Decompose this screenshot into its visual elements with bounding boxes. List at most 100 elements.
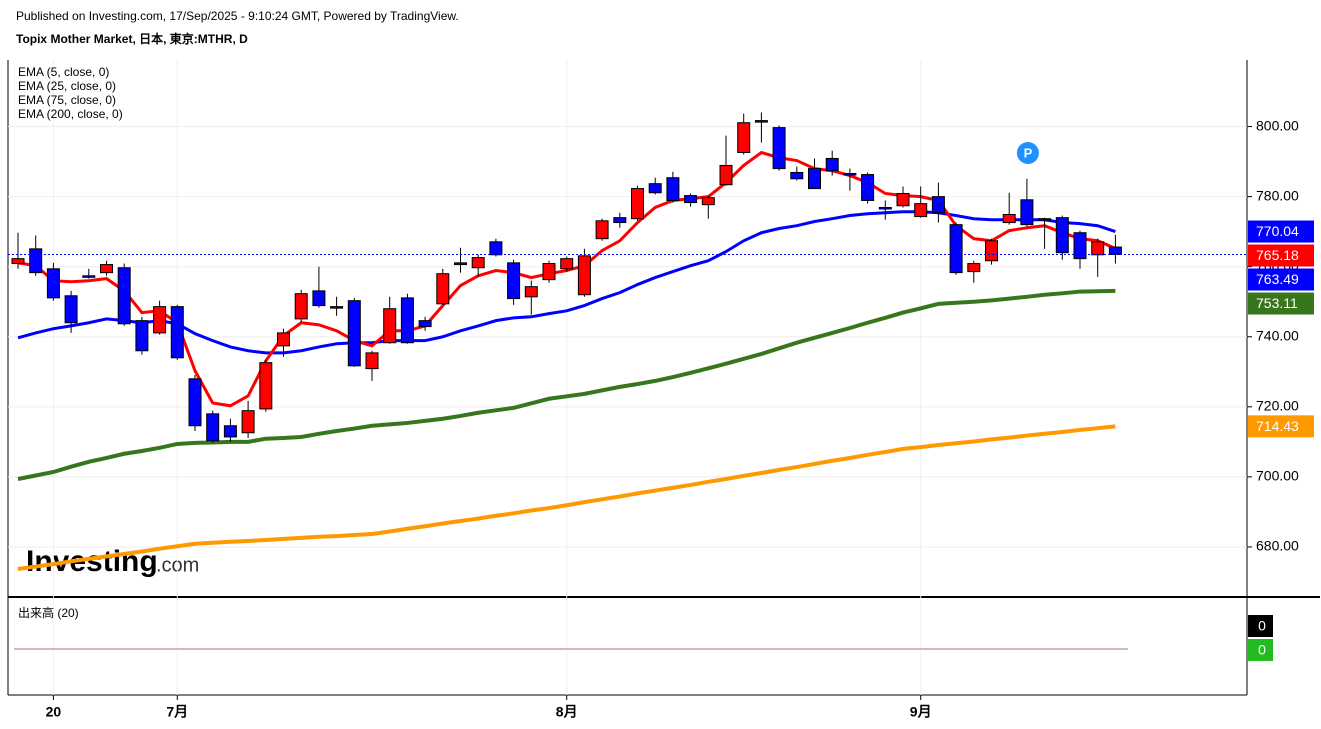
candle-body xyxy=(454,262,467,266)
x-tick-label: 9月 xyxy=(910,704,932,720)
candle-body xyxy=(1055,217,1069,254)
price-label: 763.49 xyxy=(1256,271,1299,287)
candle-body xyxy=(1002,213,1016,224)
candle-body xyxy=(259,362,273,410)
plot-area xyxy=(8,60,1247,695)
candle-body xyxy=(524,286,538,298)
price-label: 714.43 xyxy=(1256,418,1299,434)
candle-body xyxy=(737,122,751,153)
candle-body xyxy=(170,306,184,359)
y-tick-label: 700.00 xyxy=(1256,468,1299,484)
candle-body xyxy=(896,192,910,207)
candle-body xyxy=(188,378,202,427)
logo: Investing xyxy=(26,545,158,578)
candle-body xyxy=(153,306,167,334)
y-tick-label: 780.00 xyxy=(1256,187,1299,203)
y-tick-label: 740.00 xyxy=(1256,327,1299,343)
legend-entry: EMA (200, close, 0) xyxy=(18,107,123,121)
candle-body xyxy=(666,177,680,201)
candle-body xyxy=(861,174,875,201)
candle-body xyxy=(790,171,804,180)
candle-body xyxy=(64,295,78,324)
candle-body xyxy=(949,224,963,274)
candle-body xyxy=(914,203,928,218)
candle-body xyxy=(100,264,113,274)
candle-body xyxy=(1073,232,1087,260)
ema-line xyxy=(17,424,1116,572)
candle-body xyxy=(1020,199,1034,226)
candle-body xyxy=(400,297,414,344)
candle-body xyxy=(347,300,361,367)
candle-body xyxy=(684,195,698,204)
candle-body xyxy=(82,275,96,278)
candle-body xyxy=(808,168,821,190)
price-label-bg xyxy=(1248,244,1314,267)
candle-body xyxy=(648,183,662,194)
candle-body xyxy=(135,320,149,352)
candle-body xyxy=(931,196,945,214)
price-label-bg xyxy=(1248,268,1314,291)
candle-body xyxy=(365,352,379,370)
candle-body xyxy=(383,308,397,344)
candle-body xyxy=(1108,246,1122,255)
x-tick-label: 8月 xyxy=(556,704,578,720)
candle-body xyxy=(878,206,892,210)
candle-body xyxy=(223,425,237,438)
legend-entry: EMA (25, close, 0) xyxy=(18,79,116,93)
candle-body xyxy=(418,320,432,328)
candle-body xyxy=(29,248,43,274)
candle-body xyxy=(542,263,556,281)
x-tick-label: 7月 xyxy=(166,704,188,720)
x-tick-label: 20 xyxy=(46,704,62,720)
volume-label: 0 xyxy=(1258,642,1266,658)
candle-body xyxy=(489,241,503,256)
candle-body xyxy=(967,263,981,273)
marker-badge xyxy=(1016,142,1039,164)
candle-body xyxy=(843,173,857,176)
candle-body xyxy=(436,273,450,305)
candle-body xyxy=(241,410,255,434)
y-tick-label: 680.00 xyxy=(1256,538,1299,554)
candle-body xyxy=(1038,218,1052,221)
volume-label-bg xyxy=(1248,639,1273,661)
candle-body xyxy=(206,413,220,442)
candle-body xyxy=(613,217,627,224)
published-text: Published on Investing.com, 17/Sep/2025 … xyxy=(16,9,459,23)
legend-entry: EMA (75, close, 0) xyxy=(18,93,116,107)
price-label: 770.04 xyxy=(1256,223,1299,239)
candle-body xyxy=(701,197,715,206)
ema-line xyxy=(17,288,1116,481)
price-label-bg xyxy=(1248,415,1314,438)
candle-body xyxy=(330,306,344,309)
candle-body xyxy=(312,290,326,307)
price-label-bg xyxy=(1248,292,1314,315)
marker-label: P xyxy=(1024,145,1033,160)
candle-body xyxy=(985,240,998,262)
candle-body xyxy=(631,188,644,220)
symbol-title: Topix Mother Market, 日本, 東京:MTHR, D xyxy=(16,31,248,46)
candle-body xyxy=(277,332,290,347)
candle-body xyxy=(577,255,591,296)
y-tick-label: 800.00 xyxy=(1256,117,1299,133)
volume-title: 出来高 (20) xyxy=(18,605,79,620)
candle-body xyxy=(294,293,308,320)
candle-body xyxy=(772,127,786,170)
price-label: 753.11 xyxy=(1256,295,1298,311)
candle-body xyxy=(471,257,485,269)
candle-body xyxy=(1091,241,1105,256)
candle-body xyxy=(46,268,60,299)
candle-body xyxy=(560,258,574,270)
candle-body xyxy=(754,120,768,123)
candle-body xyxy=(719,164,733,186)
volume-label: 0 xyxy=(1258,618,1266,634)
volume-label-bg xyxy=(1248,615,1273,637)
candle-body xyxy=(825,157,839,172)
price-label-bg xyxy=(1248,220,1314,243)
price-label: 765.18 xyxy=(1256,247,1299,263)
candle-body xyxy=(117,267,131,325)
candle-body xyxy=(595,220,609,240)
y-tick-label: 720.00 xyxy=(1256,398,1299,414)
candle-body xyxy=(11,258,25,265)
